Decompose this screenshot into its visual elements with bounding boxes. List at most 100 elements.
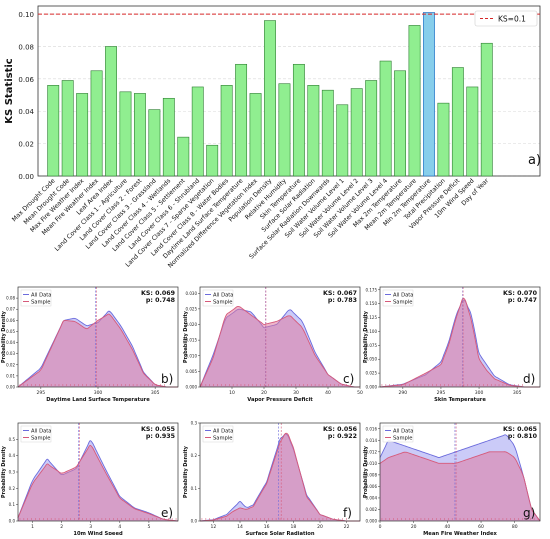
density-line xyxy=(379,434,541,522)
y-tick-label: 0.010 xyxy=(366,461,378,466)
y-tick-label: 0.1 xyxy=(191,486,198,491)
legend-label-sample: Sample xyxy=(213,299,232,305)
plot-frame xyxy=(379,286,541,388)
y-tick-label: 0.00 xyxy=(6,385,15,390)
bar xyxy=(292,63,305,177)
x-tick-label: 295 xyxy=(37,390,46,396)
p-value: p: 0.783 xyxy=(328,297,357,304)
bar xyxy=(264,20,276,177)
y-tick-label: 0.0 xyxy=(9,519,16,524)
y-tick-label: 0.050 xyxy=(366,357,378,362)
y-tick-label: 0.01 xyxy=(6,373,15,378)
x-tick-label: 80 xyxy=(512,524,518,530)
density-panel: 0.000 0.025 0.050 0.075 0.100 0.125 0.150 0.175… xyxy=(363,286,541,403)
ks-stat: KS: 0.055 xyxy=(141,426,175,433)
ks-stat: KS: 0.070 xyxy=(503,290,538,297)
x-tick-label: 50 xyxy=(357,390,363,396)
x-axis-label: Vapor Pressure Deficit xyxy=(247,397,313,403)
bar xyxy=(350,88,363,177)
p-value: p: 0.747 xyxy=(508,297,537,304)
x-tick-label: 295 xyxy=(437,390,446,396)
plot-frame xyxy=(199,422,361,522)
panel-label: c) xyxy=(343,372,354,386)
y-tick-label: 0.010 xyxy=(186,353,198,358)
x-tick-label: 300 xyxy=(475,390,484,396)
y-tick-label: 0.150 xyxy=(366,301,378,306)
y-tick-label: 0.00 xyxy=(18,173,34,181)
y-tick-label: 0.02 xyxy=(18,141,34,149)
legend-label-all: All Data xyxy=(31,428,51,434)
y-tick-label: 0.125 xyxy=(366,315,378,320)
y-tick-label: 0.08 xyxy=(6,296,15,301)
y-tick-label: 0.06 xyxy=(6,318,15,323)
density-panel: 0.00 0.01 0.02 0.03 0.04 0.05 0.06 0.07 0.08 295 3… xyxy=(1,286,179,403)
legend-label-all: All Data xyxy=(393,292,413,298)
bar xyxy=(408,25,421,177)
panel-label: g) xyxy=(523,506,535,520)
x-axis-label: Surface Solar Radiation xyxy=(245,531,314,535)
x-tick-label: 20 xyxy=(317,524,323,530)
density-area xyxy=(200,306,360,388)
y-tick-label: 0.012 xyxy=(366,449,378,454)
y-axis-label: Probability Density xyxy=(183,310,189,363)
y-tick-label: 0.10 xyxy=(18,11,34,19)
y-axis-label: Probability Density xyxy=(363,310,369,363)
bar xyxy=(133,93,146,177)
y-tick-label: 0.5 xyxy=(9,437,16,442)
plot-frame xyxy=(17,286,179,388)
ks-stat: KS: 0.069 xyxy=(141,290,175,297)
legend-box xyxy=(474,10,538,27)
y-tick-label: 0.4 xyxy=(9,453,16,458)
x-tick-label: 3 xyxy=(89,524,92,530)
x-tick-label: 12 xyxy=(210,524,216,530)
density-line xyxy=(17,313,178,388)
bar xyxy=(480,42,493,177)
legend-label-sample: Sample xyxy=(213,435,232,441)
legend-label-sample: Sample xyxy=(31,299,50,305)
x-axis-label: 10m Wind Speed xyxy=(73,531,123,535)
legend-label: KS=0.1 xyxy=(498,15,526,24)
x-tick-label: 40 xyxy=(445,524,451,530)
density-panel: 0.0 0.1 0.2 0.3 12 14 16 18 20 22 Surface Solar Ra… xyxy=(183,421,361,537)
y-tick-label: 0.030 xyxy=(186,291,198,296)
panel-label: b) xyxy=(161,372,173,386)
y-tick-label: 0.005 xyxy=(186,369,198,374)
y-axis-label: Probability Density xyxy=(1,310,7,363)
y-axis-label: Probability Density xyxy=(363,445,369,498)
y-tick-label: 0.008 xyxy=(366,472,378,477)
plot-frame xyxy=(17,422,179,522)
x-tick-label: 14 xyxy=(237,524,243,530)
y-tick-label: 0.025 xyxy=(366,371,378,376)
bar xyxy=(307,85,320,177)
p-value: p: 0.922 xyxy=(328,433,357,440)
legend-label-all: All Data xyxy=(213,292,233,298)
bar xyxy=(61,80,74,177)
x-axis-label: Daytime Land Surface Temperature xyxy=(46,397,150,403)
bar xyxy=(90,70,103,177)
x-tick-label: 30 xyxy=(293,390,299,396)
bar xyxy=(119,91,132,177)
x-tick-label: 1 xyxy=(31,524,34,530)
x-tick-label: 18 xyxy=(290,524,296,530)
y-tick-label: 0.004 xyxy=(366,495,378,500)
y-axis-label: KS Statistic xyxy=(4,58,15,124)
y-tick-label: 0.020 xyxy=(186,322,198,327)
y-tick-label: 0.02 xyxy=(6,362,15,367)
y-tick-label: 0.075 xyxy=(366,343,378,348)
panel-label: f) xyxy=(343,506,352,520)
density-area xyxy=(380,451,540,521)
density-line xyxy=(379,297,540,388)
density-line xyxy=(199,305,360,388)
bar xyxy=(321,89,334,177)
bar xyxy=(249,93,262,177)
panel-label: e) xyxy=(161,506,173,520)
density-area xyxy=(200,433,360,522)
density-area xyxy=(380,298,540,388)
panel-label: a) xyxy=(528,153,541,168)
x-tick-label: 290 xyxy=(399,390,408,396)
x-tick-label: 305 xyxy=(513,390,522,396)
y-tick-label: 0.006 xyxy=(366,484,378,489)
